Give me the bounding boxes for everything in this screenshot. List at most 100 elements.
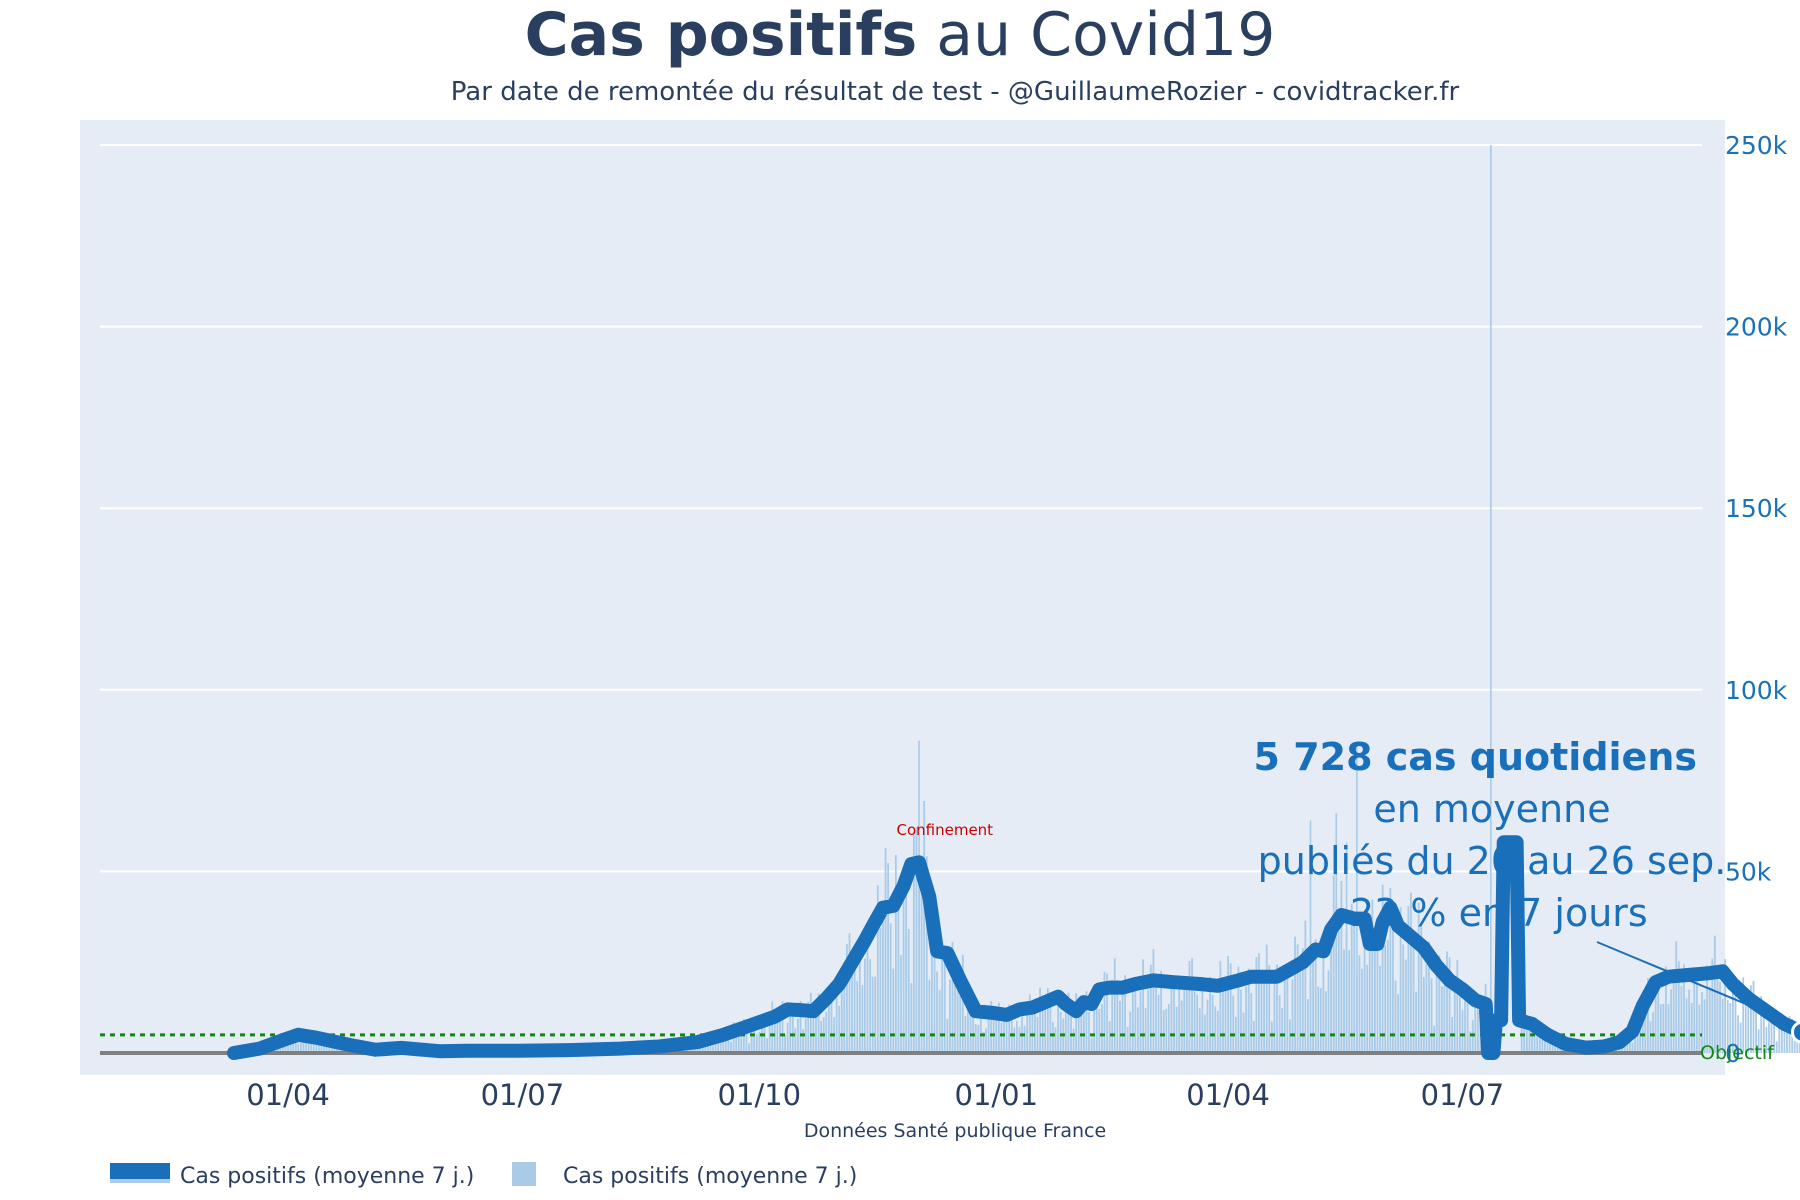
daily-bar — [1739, 1022, 1742, 1053]
daily-bar — [1139, 991, 1142, 1053]
daily-bar — [892, 968, 895, 1053]
daily-bar — [1222, 985, 1224, 1053]
chart-title: Cas positifs au Covid19 — [525, 0, 1276, 70]
daily-bar — [866, 923, 869, 1053]
legend-swatch-line-underlay — [110, 1179, 170, 1183]
daily-bar — [902, 898, 905, 1053]
daily-bar — [1245, 986, 1248, 1053]
daily-bar — [1343, 949, 1345, 1053]
daily-bar — [1286, 963, 1289, 1053]
daily-bar — [1250, 993, 1253, 1053]
daily-bar — [1647, 978, 1649, 1053]
daily-bar — [1368, 930, 1371, 1053]
daily-bar — [1005, 1019, 1008, 1053]
daily-bar — [812, 1009, 815, 1053]
daily-bar — [995, 1018, 998, 1053]
daily-bar — [1420, 926, 1423, 1053]
daily-bar — [1425, 964, 1428, 1053]
daily-bar — [1768, 1022, 1770, 1053]
x-tick-label: 01/07 — [481, 1078, 565, 1112]
daily-bar — [861, 985, 864, 1053]
daily-bar — [1188, 961, 1191, 1053]
daily-bar — [1453, 978, 1456, 1053]
daily-bar — [1098, 1008, 1101, 1053]
daily-bar — [1270, 1021, 1273, 1053]
daily-bar — [1100, 1004, 1103, 1053]
daily-bar — [766, 1038, 768, 1053]
daily-bar — [781, 1001, 784, 1053]
daily-bar — [1750, 985, 1752, 1053]
daily-bar — [1276, 964, 1278, 1053]
daily-bar — [1283, 972, 1286, 1053]
daily-bar — [990, 1001, 993, 1053]
daily-bar — [1010, 1009, 1013, 1053]
daily-bar — [1672, 971, 1675, 1053]
daily-bar — [1644, 997, 1647, 1053]
daily-bar — [302, 1038, 305, 1053]
daily-bar — [1312, 947, 1314, 1053]
daily-bar — [869, 959, 871, 1053]
daily-bar — [1525, 1018, 1528, 1053]
daily-bar — [977, 1024, 980, 1053]
daily-bar — [1304, 920, 1307, 1053]
daily-bar — [1034, 1009, 1036, 1053]
daily-bar — [1793, 1041, 1796, 1053]
daily-bar — [333, 1045, 336, 1053]
daily-bar — [1361, 968, 1363, 1053]
daily-bar — [1052, 1022, 1054, 1053]
daily-bar — [1209, 976, 1211, 1053]
daily-bar — [1008, 1004, 1011, 1053]
daily-bar — [1469, 1031, 1472, 1053]
daily-bar — [1356, 747, 1358, 1053]
daily-bar — [1319, 988, 1322, 1053]
daily-bar — [1198, 1008, 1201, 1053]
daily-bar — [1237, 966, 1240, 1053]
daily-bar — [951, 942, 954, 1053]
daily-bar — [1675, 941, 1678, 1053]
daily-bar — [1049, 1002, 1052, 1053]
daily-bar — [1227, 955, 1229, 1053]
legend: Cas positifs (moyenne 7 j.) Cas positifs… — [110, 1162, 857, 1189]
callout-line-1: 5 728 cas quotidiens — [1254, 735, 1697, 779]
daily-bar — [1080, 1013, 1083, 1053]
daily-bar — [876, 885, 879, 1053]
daily-bar — [1307, 999, 1309, 1053]
objectif-annotation: Objectif — [1700, 1042, 1775, 1064]
daily-bar — [1054, 1027, 1057, 1053]
legend-swatch-bars — [512, 1162, 536, 1186]
daily-bar — [758, 1031, 761, 1053]
daily-bar — [1137, 1007, 1139, 1053]
callout-line-2: en moyenne — [1373, 787, 1610, 831]
daily-bar — [856, 981, 859, 1053]
daily-bar — [328, 1042, 331, 1053]
daily-bar — [809, 992, 812, 1053]
daily-bar — [1265, 944, 1268, 1053]
daily-bar — [727, 1036, 730, 1053]
daily-bar — [910, 982, 913, 1053]
daily-bar — [1713, 935, 1716, 1053]
daily-bar — [1185, 988, 1188, 1053]
daily-bar — [750, 1024, 753, 1053]
daily-bar — [1031, 1008, 1034, 1053]
legend-swatch-line — [110, 1163, 170, 1179]
daily-bar — [297, 1043, 300, 1053]
daily-bar — [737, 1031, 740, 1053]
daily-bar — [941, 951, 944, 1053]
daily-bar — [1549, 1039, 1551, 1053]
daily-bar — [279, 1046, 282, 1053]
daily-bar — [1474, 997, 1477, 1053]
daily-bar — [853, 960, 856, 1053]
daily-bar — [1464, 994, 1466, 1053]
daily-bar — [1095, 990, 1098, 1053]
daily-bar — [1744, 994, 1747, 1053]
daily-bar — [1392, 927, 1394, 1053]
daily-bar — [724, 1031, 727, 1053]
y-tick-label: 150k — [1725, 494, 1788, 523]
daily-bar — [825, 1011, 828, 1053]
daily-bar — [1131, 982, 1134, 1053]
daily-bar — [961, 954, 964, 1053]
daily-bar — [1381, 884, 1384, 1053]
daily-bar — [979, 1009, 982, 1053]
daily-bar — [1384, 945, 1387, 1053]
